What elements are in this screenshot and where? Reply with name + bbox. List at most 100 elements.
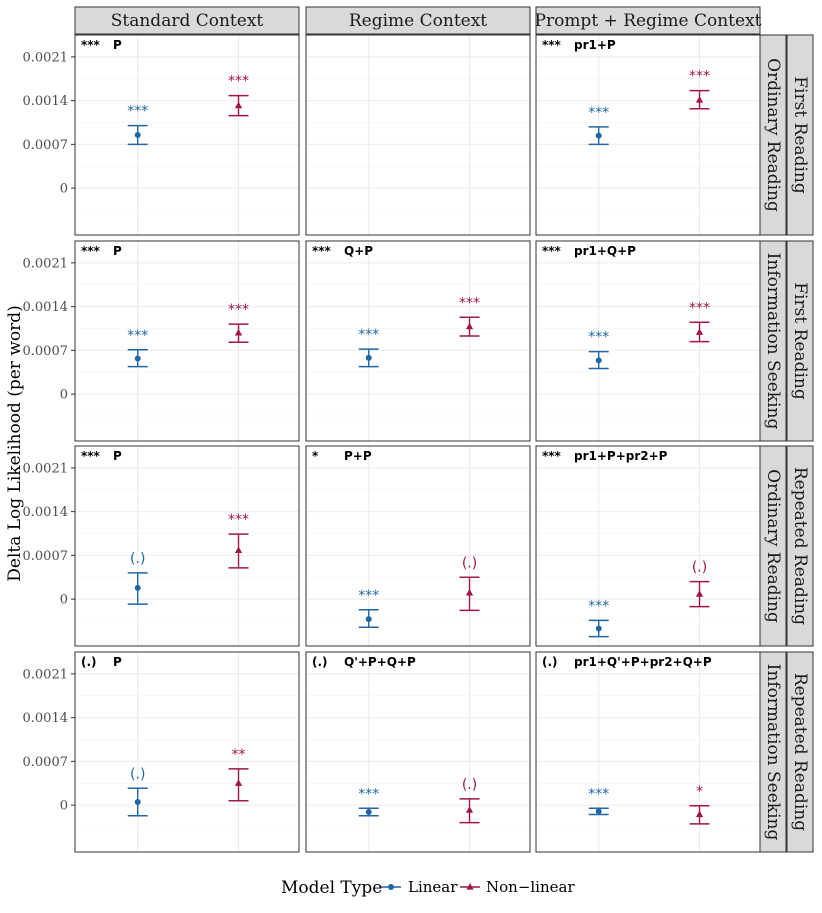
linear-significance-label: *** <box>588 330 609 346</box>
panel-border <box>535 240 761 442</box>
panel-significance: *** <box>542 38 562 52</box>
nonlinear-point <box>465 322 474 330</box>
linear-significance-label: *** <box>127 104 148 120</box>
linear-significance-label: *** <box>127 328 148 344</box>
y-tick-label: 0.0007 <box>23 549 69 564</box>
linear-significance-label: (.) <box>130 551 145 567</box>
row-strip-regime-label-0: Ordinary Reading <box>763 58 783 212</box>
row-strip-reading-label-3: Repeated Reading <box>790 673 810 831</box>
panel-formula: P <box>113 244 122 258</box>
nonlinear-significance-label: *** <box>459 295 480 311</box>
nonlinear-significance-label: * <box>696 784 703 800</box>
nonlinear-significance-label: (.) <box>692 560 707 576</box>
column-strip-label-1: Regime Context <box>349 11 487 31</box>
y-tick-label: 0.0014 <box>23 711 69 726</box>
panel-background <box>536 652 760 852</box>
panel-r1-c2: *** pr1+Q+P *** *** <box>535 240 761 442</box>
nonlinear-point <box>465 588 474 596</box>
panel-r0-c1 <box>305 34 531 236</box>
row-strip-reading-label-0: First Reading <box>790 76 810 194</box>
nonlinear-point <box>695 810 704 818</box>
row-strip-reading-label-1: First Reading <box>790 282 810 400</box>
legend: Model Type Linear Non−linear <box>281 878 575 898</box>
linear-significance-label: *** <box>588 598 609 614</box>
linear-point <box>134 132 141 138</box>
linear-significance-label: *** <box>588 786 609 802</box>
nonlinear-significance-label: *** <box>228 302 249 318</box>
y-tick-label: 0.0014 <box>23 300 69 315</box>
row-strip-regime-label-2: Ordinary Reading <box>763 469 783 623</box>
column-strip-2 <box>535 6 761 35</box>
panel-formula: P+P <box>344 449 372 463</box>
panel-formula: pr1+Q'+P+pr2+Q+P <box>574 655 712 669</box>
panel-formula: pr1+Q+P <box>574 244 636 258</box>
panel-formula: pr1+P+pr2+P <box>574 449 668 463</box>
panel-formula: Q'+P+Q+P <box>344 655 416 669</box>
panel-r1-c1: *** Q+P *** *** <box>305 240 531 442</box>
panel-border <box>535 34 761 236</box>
panel-border <box>74 34 300 236</box>
y-tick-label: 0 <box>60 388 68 403</box>
row-strip-reading-3 <box>786 651 814 853</box>
column-strip-label-0: Standard Context <box>111 11 264 31</box>
legend-nonlinear-marker <box>466 883 474 890</box>
panel-formula: Q+P <box>344 244 373 258</box>
panel-formula: P <box>113 38 122 52</box>
nonlinear-point <box>695 328 704 335</box>
nonlinear-point <box>234 328 243 336</box>
linear-point <box>595 808 602 815</box>
linear-point <box>134 355 141 362</box>
linear-significance-label: *** <box>358 588 379 604</box>
nonlinear-point <box>234 546 243 553</box>
row-strip-reading-2 <box>786 445 814 647</box>
panel-r2-c2: *** pr1+P+pr2+P *** (.) <box>535 445 761 647</box>
nonlinear-point <box>465 806 474 813</box>
panel-border <box>74 240 300 442</box>
nonlinear-significance-label: *** <box>689 300 710 316</box>
legend-linear-marker <box>388 884 394 890</box>
panel-significance: (.) <box>81 655 97 669</box>
y-tick-label: 0 <box>60 799 68 814</box>
linear-point <box>365 809 372 815</box>
linear-point <box>365 354 372 361</box>
panel-border <box>74 445 300 647</box>
panel-border <box>305 651 531 853</box>
panel-r1-c0: *** P *** *** <box>74 240 300 442</box>
linear-point <box>134 799 141 805</box>
y-tick-label: 0 <box>60 182 68 197</box>
row-strip-regime-label-3: Information Seeking <box>763 664 783 841</box>
panel-background <box>75 241 299 441</box>
nonlinear-point <box>695 96 704 103</box>
y-tick-label: 0.0014 <box>23 94 69 109</box>
legend-title: Model Type <box>281 878 382 898</box>
panel-border <box>305 34 531 236</box>
y-tick-label: 0.0021 <box>23 461 69 476</box>
panel-significance: (.) <box>542 655 558 669</box>
panel-background <box>306 446 530 646</box>
panel-background <box>536 241 760 441</box>
y-tick-label: 0.0007 <box>23 138 69 153</box>
panel-r2-c0: *** P (.) *** <box>74 445 300 647</box>
column-strip-0 <box>74 6 300 35</box>
row-strip-regime-3 <box>759 651 787 853</box>
panel-significance: *** <box>81 244 101 258</box>
panel-significance: *** <box>542 244 562 258</box>
panel-significance: * <box>312 449 319 463</box>
y-tick-label: 0.0021 <box>23 667 69 682</box>
row-strip-reading-1 <box>786 240 814 442</box>
column-strip-label-2: Prompt + Regime Context <box>535 11 762 31</box>
row-strip-regime-0 <box>759 34 787 236</box>
legend-nonlinear-label: Non−linear <box>486 878 575 896</box>
panel-background <box>306 652 530 852</box>
panel-formula: P <box>113 449 122 463</box>
panel-border <box>535 445 761 647</box>
linear-point <box>595 625 602 632</box>
panel-background <box>306 35 530 235</box>
y-tick-label: 0.0007 <box>23 344 69 359</box>
panel-border <box>305 240 531 442</box>
legend-linear-label: Linear <box>408 878 458 896</box>
panel-background <box>75 652 299 852</box>
panel-background <box>75 35 299 235</box>
linear-significance-label: *** <box>358 327 379 343</box>
